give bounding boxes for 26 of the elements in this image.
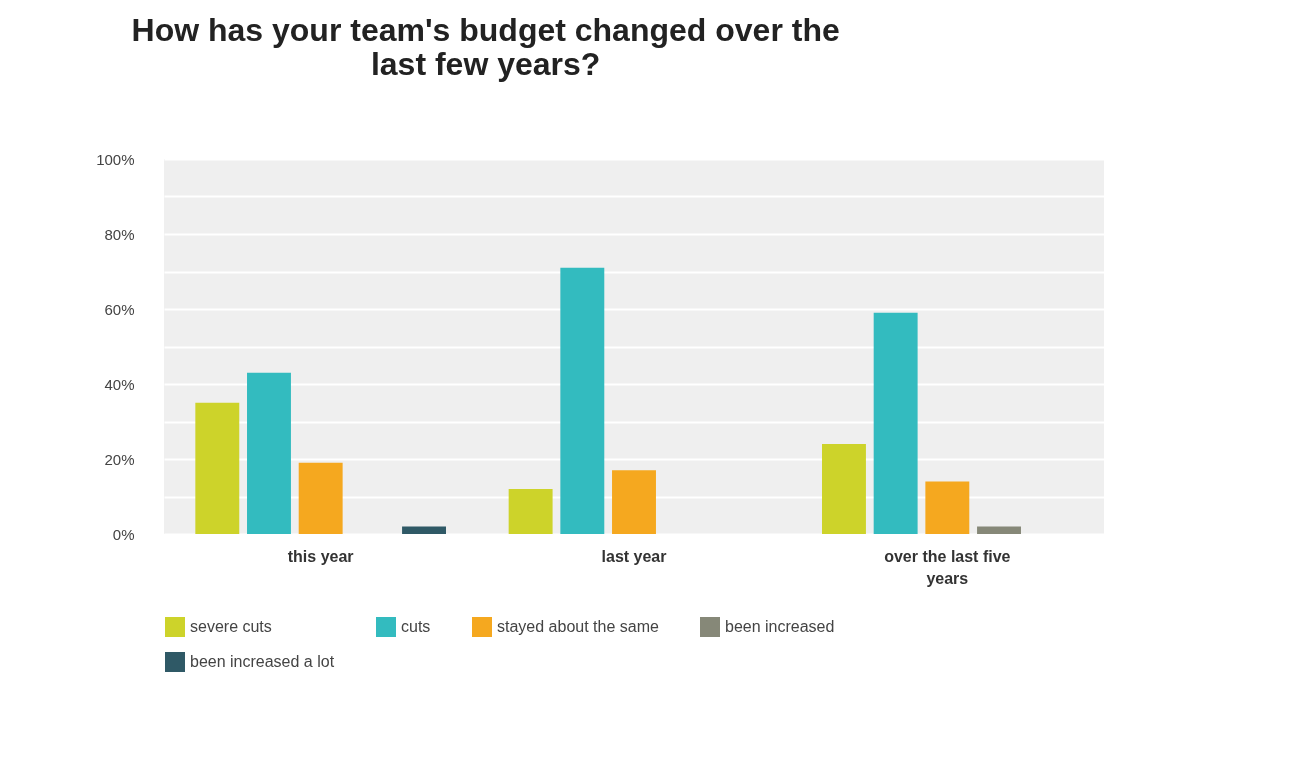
legend-label: stayed about the same [497,618,659,635]
legend-label: cuts [401,618,431,635]
bar [195,402,240,534]
y-tick-label: 0% [112,525,135,543]
bar [402,526,446,534]
bar [925,481,970,534]
y-tick-label: 100% [96,150,135,168]
chart-title: How has your team's budget changed over the last few years? [131,12,840,82]
x-tick-label: last year [601,547,667,565]
y-tick-label: 80% [104,225,135,243]
legend-label: severe cuts [190,618,272,635]
bar [247,372,291,534]
bar [560,267,605,534]
bar [822,444,866,534]
y-tick-label: 40% [104,375,135,393]
bar [298,462,343,534]
y-tick-label: 20% [104,450,135,468]
legend-label: been increased a lot [190,653,335,670]
legend-label: been increased [725,618,835,635]
bar [508,489,553,534]
x-tick-label: over the last five years [884,547,1011,587]
bar [873,312,918,534]
x-tick-label: this year [287,547,354,565]
bar [977,526,1021,534]
bar [612,470,656,534]
y-tick-label: 60% [104,300,135,318]
